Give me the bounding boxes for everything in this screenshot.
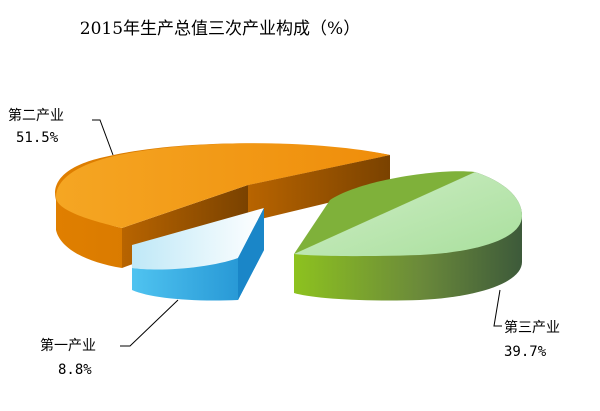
- label-tertiary-value: 39.7%: [504, 344, 547, 360]
- leader-line-primary: [120, 299, 179, 347]
- pie-slice-primary: [132, 208, 264, 301]
- label-secondary-name: 第二产业: [8, 107, 64, 124]
- label-secondary-value: 51.5%: [16, 130, 59, 146]
- pie-slice-tertiary: [294, 171, 522, 301]
- chart-title: 2015年生产总值三次产业构成（%）: [79, 19, 361, 39]
- leader-line-tertiary: [493, 289, 502, 327]
- pie-slice-secondary: [55, 143, 390, 268]
- label-primary-value: 8.8%: [58, 362, 92, 378]
- label-tertiary-name: 第三产业: [504, 319, 560, 336]
- leader-line-secondary: [92, 119, 114, 156]
- label-primary-name: 第一产业: [40, 337, 96, 354]
